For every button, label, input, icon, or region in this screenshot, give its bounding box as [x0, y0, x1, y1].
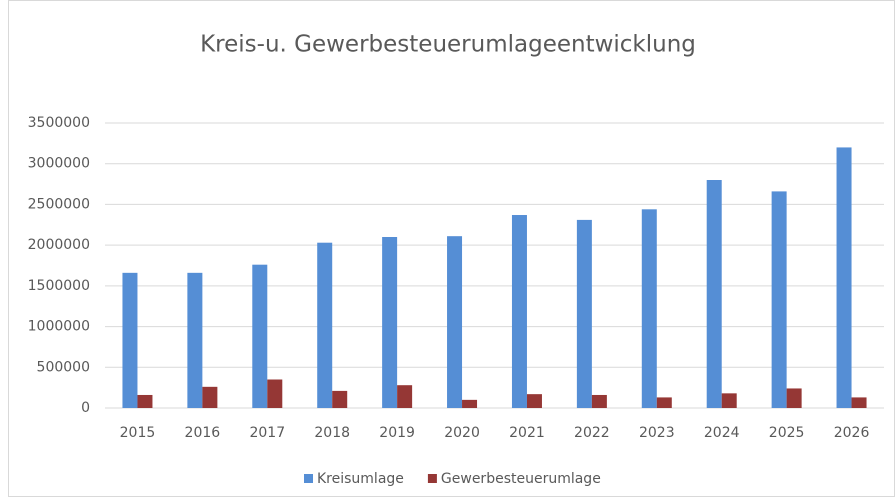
bar [267, 379, 283, 408]
y-tick-label: 1000000 [28, 319, 90, 335]
x-tick-label: 2026 [834, 425, 870, 441]
legend-swatch [304, 474, 313, 483]
bar [721, 393, 737, 408]
x-tick-label: 2015 [120, 425, 156, 441]
bar [397, 385, 413, 408]
bar [252, 264, 268, 408]
bar [511, 215, 527, 408]
bar [851, 397, 867, 408]
bar [591, 394, 607, 408]
bar [462, 399, 478, 408]
y-tick-label: 1500000 [28, 278, 90, 294]
y-tick-label: 0 [81, 400, 90, 416]
bar [576, 219, 592, 408]
bar [447, 236, 463, 408]
x-tick-label: 2022 [574, 425, 610, 441]
legend-swatch [427, 474, 437, 483]
bar [786, 388, 802, 408]
x-tick-label: 2021 [509, 425, 545, 441]
bar [641, 209, 657, 408]
bar [317, 242, 333, 408]
bar [706, 180, 722, 408]
bar [382, 237, 398, 408]
x-tick-label: 2025 [769, 425, 805, 441]
y-tick-label: 2500000 [28, 196, 90, 212]
bar [836, 147, 852, 408]
x-tick-label: 2019 [379, 425, 415, 441]
y-tick-label: 500000 [37, 359, 90, 375]
legend-label: Kreisumlage [317, 471, 404, 487]
x-tick-label: 2023 [639, 425, 675, 441]
y-tick-label: 3500000 [28, 115, 90, 131]
bar [656, 397, 672, 408]
bar [122, 272, 138, 408]
bar [187, 272, 203, 408]
x-tick-label: 2020 [444, 425, 480, 441]
bar [526, 394, 542, 408]
x-tick-label: 2017 [249, 425, 285, 441]
x-tick-label: 2018 [314, 425, 350, 441]
bar [332, 390, 348, 408]
x-tick-label: 2016 [185, 425, 221, 441]
bar [202, 386, 218, 408]
legend-label: Gewerbesteuerumlage [441, 471, 601, 487]
y-tick-label: 3000000 [28, 156, 90, 172]
x-tick-label: 2024 [704, 425, 740, 441]
bar [771, 191, 787, 408]
chart-title: Kreis-u. Gewerbesteuerumlageentwicklung [200, 32, 696, 58]
bar [137, 394, 153, 408]
y-tick-label: 2000000 [28, 237, 90, 253]
